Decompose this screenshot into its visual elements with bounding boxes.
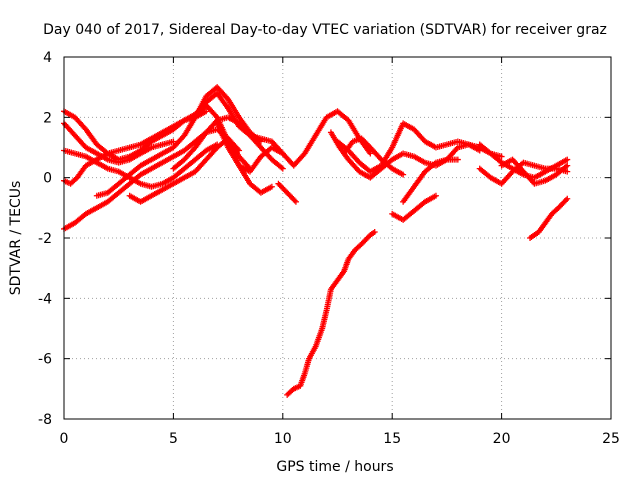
data-point: [498, 153, 505, 160]
data-point: [279, 165, 286, 172]
series-track-12: [275, 180, 299, 205]
data-point: [371, 228, 378, 235]
series-track-22: [527, 195, 571, 241]
series-track-21: [498, 156, 571, 187]
data-point: [203, 108, 210, 115]
y-axis-label: SDTVAR / TECUs: [8, 181, 24, 296]
grid: [64, 57, 611, 419]
series-track-15: [334, 120, 505, 175]
data-point: [432, 192, 439, 199]
data-point: [453, 145, 460, 152]
y-tick-label: -6: [38, 352, 52, 368]
x-tick-label: 25: [602, 431, 620, 447]
x-tick-label: 20: [493, 431, 511, 447]
y-tick-label: 0: [43, 171, 52, 187]
data-point: [292, 198, 299, 205]
data-point: [279, 150, 286, 157]
data-point: [454, 156, 461, 163]
axis-ticks: 0 5 10 15 20 25 -8 -6 -4 -2 0 2 4: [38, 50, 620, 447]
data-point: [170, 138, 177, 145]
series-track-16: [341, 135, 407, 178]
series-track-11: [214, 120, 286, 175]
data-series: [61, 84, 571, 398]
x-tick-label: 15: [383, 431, 401, 447]
series-track-18: [400, 156, 461, 205]
data-point: [564, 195, 571, 202]
data-point: [400, 171, 407, 178]
series-track-13: [284, 228, 378, 398]
x-tick-label: 5: [169, 431, 178, 447]
y-tick-label: -4: [38, 291, 52, 307]
series-track-20: [476, 159, 571, 187]
data-point: [212, 112, 219, 119]
x-tick-label: 10: [274, 431, 292, 447]
data-point: [234, 146, 241, 153]
data-point: [564, 162, 571, 169]
x-tick-label: 0: [60, 431, 69, 447]
data-point: [268, 183, 275, 190]
data-point: [564, 168, 571, 175]
series-track-2: [61, 120, 177, 166]
y-tick-label: -8: [38, 412, 52, 428]
y-tick-label: -2: [38, 231, 52, 247]
data-point: [291, 197, 298, 204]
data-point: [236, 147, 243, 154]
data-point: [367, 150, 374, 157]
y-tick-label: 4: [43, 50, 52, 66]
data-point: [562, 197, 569, 204]
chart-title: Day 040 of 2017, Sidereal Day-to-day VTE…: [43, 22, 607, 38]
series-track-5: [61, 141, 221, 190]
series-track-17: [389, 192, 439, 223]
y-tick-label: 2: [43, 110, 52, 126]
x-axis-label: GPS time / hours: [276, 459, 393, 475]
data-point: [564, 156, 571, 163]
